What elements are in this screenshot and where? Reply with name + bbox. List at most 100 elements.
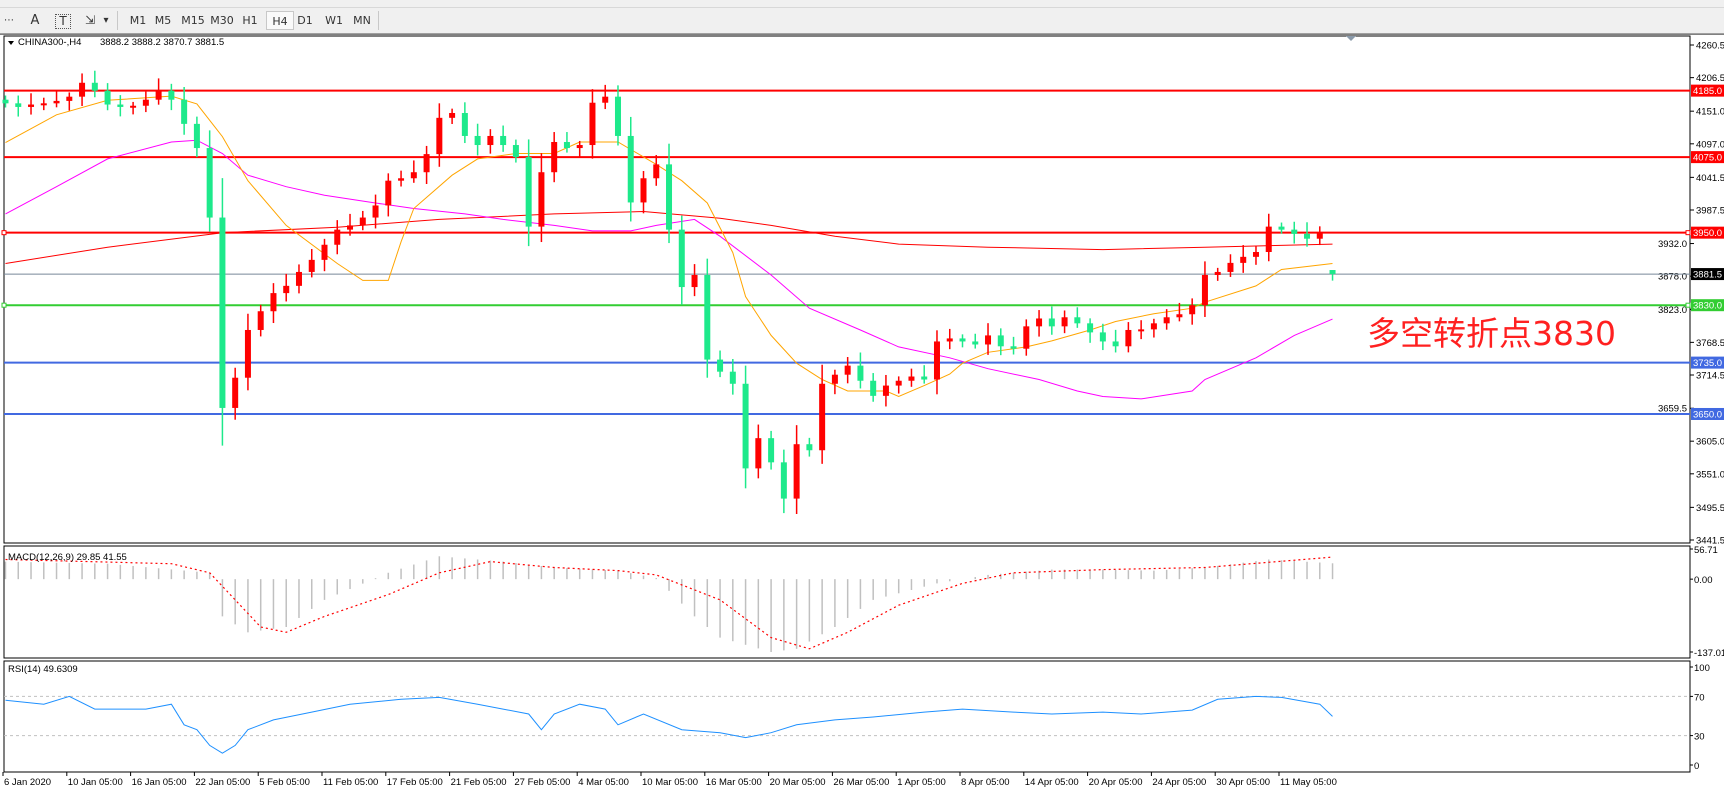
- timeframe-mn[interactable]: MN: [353, 14, 371, 27]
- time-tick-label: 1 Apr 05:00: [897, 777, 946, 788]
- candle-bullish: [385, 180, 392, 206]
- timeframe-h1[interactable]: H1: [242, 14, 258, 27]
- timeframe-d1[interactable]: D1: [297, 14, 313, 27]
- collapse-triangle-icon[interactable]: [8, 41, 14, 45]
- level-anchor-handle[interactable]: [1, 230, 7, 236]
- toolbar-top-row: [0, 0, 1724, 8]
- candle-bearish: [1278, 226, 1285, 230]
- candle-bullish: [1036, 318, 1043, 327]
- annotation-text[interactable]: 多空转折点3830: [1367, 314, 1616, 353]
- candle-bullish: [1150, 323, 1157, 330]
- bid-price-tag: [1691, 268, 1724, 281]
- chart-shift-marker[interactable]: [1346, 36, 1356, 41]
- time-tick-label: 20 Mar 05:00: [770, 777, 826, 788]
- candle-bearish: [1010, 346, 1017, 349]
- ohlc-label: 3888.2 3888.2 3870.7 3881.5: [100, 37, 224, 48]
- candle-bullish: [142, 99, 149, 106]
- level-price-tag: [1691, 356, 1724, 369]
- candle-bullish: [602, 96, 609, 103]
- level-price-tag: [1691, 151, 1724, 164]
- candle-bullish: [819, 383, 826, 451]
- candle-bearish: [1304, 233, 1311, 239]
- candle-bearish: [117, 104, 124, 107]
- candle-bullish: [270, 293, 277, 312]
- candle-bullish: [946, 338, 953, 342]
- timeframe-m5[interactable]: M5: [154, 14, 172, 27]
- candle-bullish: [130, 105, 137, 108]
- time-tick-label: 30 Apr 05:00: [1216, 777, 1270, 788]
- time-tick-label: 27 Feb 05:00: [514, 777, 570, 788]
- price-tick-label: 3823.0: [1658, 305, 1687, 316]
- candle-bullish: [334, 229, 341, 245]
- price-panel[interactable]: [3, 35, 1691, 544]
- candle-bearish: [2, 99, 9, 104]
- price-tick-label: 3551.0: [1696, 469, 1724, 480]
- time-tick-label: 26 Mar 05:00: [833, 777, 889, 788]
- candle-bullish: [423, 154, 430, 173]
- candle-bearish: [15, 103, 22, 107]
- candle-bullish: [908, 376, 915, 381]
- level-price-label: 3950.0: [1693, 228, 1722, 239]
- candle-bearish: [678, 229, 685, 288]
- level-anchor-handle[interactable]: [1685, 302, 1691, 308]
- price-tick-label: 3987.5: [1696, 206, 1724, 217]
- level-anchor-handle[interactable]: [1685, 230, 1691, 236]
- candle-bullish: [257, 311, 264, 330]
- grid-icon[interactable]: ⋯: [4, 15, 14, 26]
- candle-bullish: [79, 82, 86, 97]
- candle-bearish: [1048, 318, 1055, 327]
- candle-bullish: [1265, 226, 1272, 253]
- symbol-label: CHINA300-,H4: [18, 37, 81, 48]
- level-anchor-handle[interactable]: [1, 302, 7, 308]
- rsi-panel[interactable]: [3, 660, 1691, 773]
- candle-bearish: [181, 99, 188, 124]
- rsi-line: [5, 695, 1333, 754]
- time-tick-label: 16 Mar 05:00: [706, 777, 762, 788]
- time-tick-label: 5 Feb 05:00: [259, 777, 310, 788]
- candle-bearish: [768, 438, 775, 463]
- timeframe-w1[interactable]: W1: [325, 14, 343, 27]
- candle-bullish: [410, 172, 417, 179]
- toolbar: ⋯ A T ⇲ ▾ M1 M5 M15 M30 H1 H4 D1 W1 MN: [0, 8, 1724, 34]
- level-price-tag: [1691, 407, 1724, 420]
- price-tick-label: 3932.0: [1658, 239, 1687, 250]
- arrows-icon[interactable]: ⇲: [84, 13, 96, 27]
- candle-bullish: [487, 135, 494, 146]
- candle-bullish: [1138, 329, 1145, 332]
- candle-bearish: [1112, 341, 1119, 347]
- candle-bullish: [283, 285, 290, 294]
- timeframe-m30[interactable]: M30: [210, 14, 234, 27]
- timeframe-m15[interactable]: M15: [181, 14, 205, 27]
- time-tick-label: 20 Apr 05:00: [1089, 777, 1143, 788]
- macd-tick-label: 0.00: [1694, 575, 1713, 586]
- time-tick-label: 22 Jan 05:00: [195, 777, 250, 788]
- candle-bearish: [512, 145, 519, 158]
- moving-average-mid: [5, 139, 1333, 400]
- candle-bullish: [691, 274, 698, 288]
- candle-bullish: [1201, 274, 1208, 306]
- text-icon[interactable]: A: [30, 13, 40, 28]
- candle-bullish: [1176, 314, 1183, 318]
- toolbar-separator: [117, 11, 118, 30]
- candle-bearish: [729, 371, 736, 384]
- candle-bearish: [1329, 270, 1336, 275]
- toolbar-separator: [378, 11, 379, 30]
- candle-bullish: [359, 217, 366, 226]
- candle-bullish: [653, 164, 660, 179]
- timeframe-h4[interactable]: H4: [266, 11, 294, 30]
- timeframe-m1[interactable]: M1: [129, 14, 147, 27]
- moving-average-slow: [5, 210, 1333, 264]
- candle-bearish: [857, 365, 864, 381]
- text-label-icon[interactable]: T: [55, 14, 71, 29]
- candle-bullish: [155, 90, 162, 100]
- candle-bullish: [1316, 232, 1323, 239]
- time-tick-label: 8 Apr 05:00: [961, 777, 1010, 788]
- candle-bearish: [959, 338, 966, 342]
- price-tick-label: 4206.5: [1696, 73, 1724, 84]
- chevron-down-icon[interactable]: ▾: [103, 15, 109, 26]
- candle-bullish: [1227, 262, 1234, 272]
- candle-bullish: [53, 100, 60, 104]
- moving-average-fast: [5, 95, 1333, 398]
- time-tick-label: 10 Mar 05:00: [642, 777, 698, 788]
